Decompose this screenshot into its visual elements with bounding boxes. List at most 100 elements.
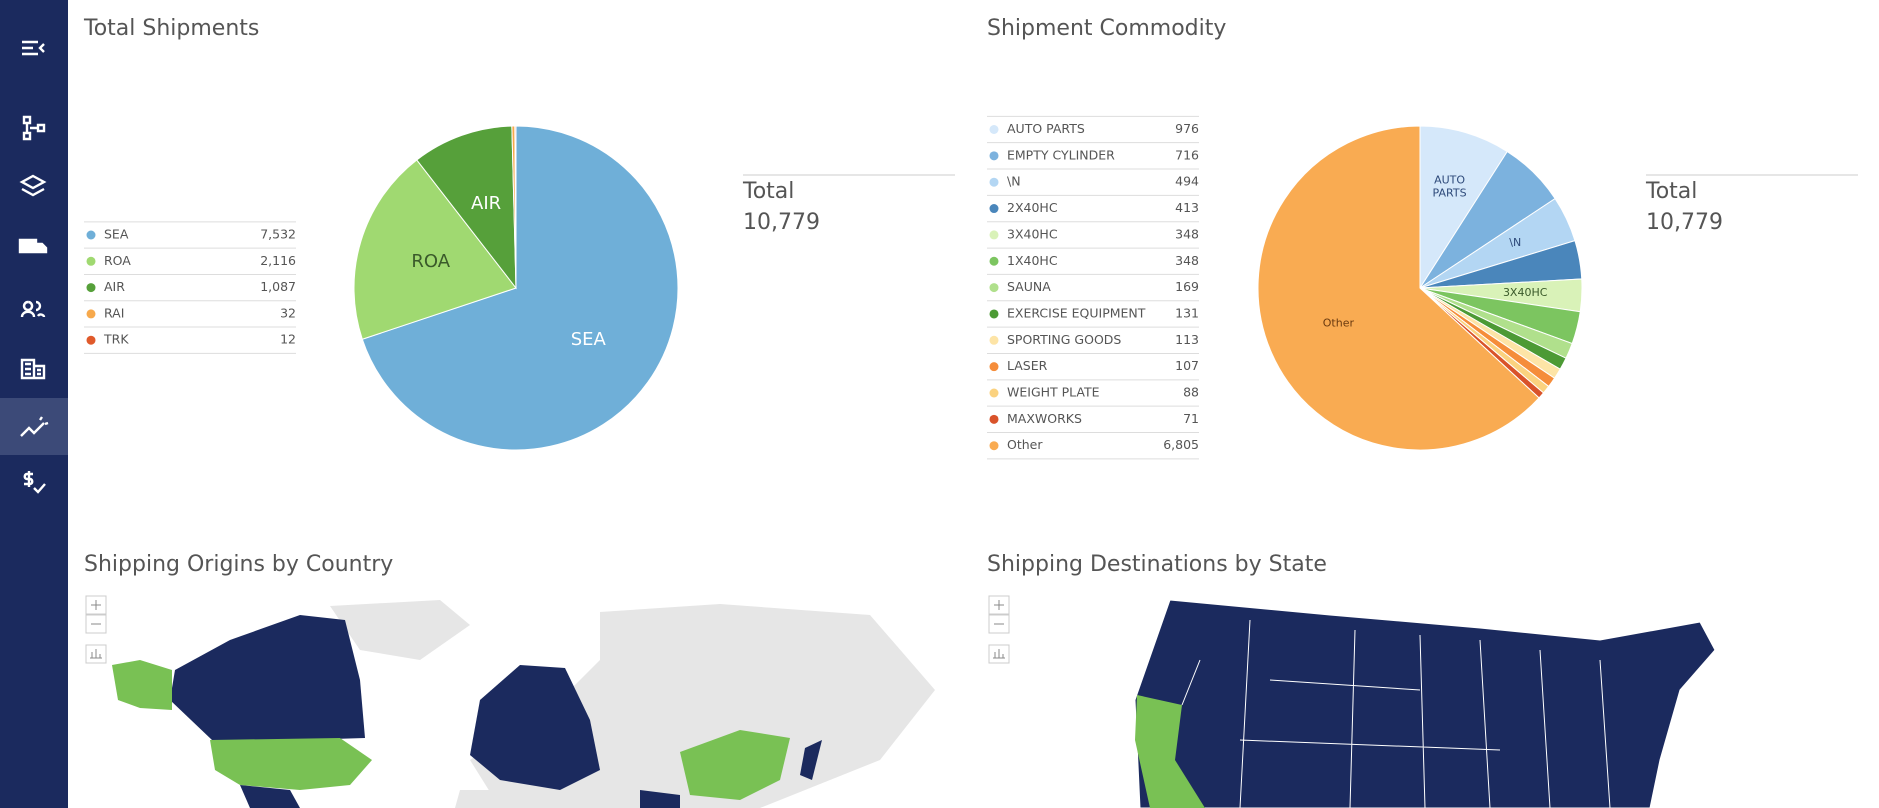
slice-label: SEA — [571, 329, 607, 350]
slice-label: Other — [1323, 317, 1355, 330]
legend-value: 494 — [1175, 174, 1199, 189]
legend-label: 3X40HC — [1007, 226, 1058, 241]
legend-label: Other — [1007, 437, 1043, 452]
slice-label: 3X40HC — [1503, 286, 1548, 299]
legend-swatch — [989, 309, 999, 319]
slice-label: ROA — [411, 251, 450, 272]
legend-swatch — [989, 362, 999, 372]
legend-value: 1,087 — [260, 279, 296, 294]
map-title: Shipping Destinations by State — [987, 552, 1327, 577]
panel-title: Shipment Commodity — [987, 16, 1226, 41]
nav-icons[interactable] — [18, 40, 49, 494]
hierarchy-icon[interactable] — [22, 115, 46, 141]
origins-map — [112, 600, 935, 808]
legend-label: EXERCISE EQUIPMENT — [1007, 305, 1146, 320]
legend-value: 131 — [1175, 305, 1199, 320]
total-value: 10,779 — [1646, 210, 1723, 235]
mexico — [240, 785, 300, 808]
truck-icon[interactable] — [18, 238, 48, 254]
slice-label: \N — [1509, 236, 1521, 249]
legend-label: WEIGHT PLATE — [1007, 385, 1100, 400]
legend-value: 2,116 — [260, 253, 296, 268]
legend-label: LASER — [1007, 358, 1048, 373]
total-value: 10,779 — [743, 210, 820, 235]
pie-slice — [353, 159, 517, 340]
panel-title: Total Shipments — [83, 16, 259, 41]
menu-icon[interactable] — [22, 40, 45, 56]
legend-swatch — [86, 230, 96, 240]
destinations-map — [1134, 599, 1716, 808]
europe — [470, 665, 600, 790]
legend-swatch — [989, 151, 999, 161]
state-borders — [1181, 619, 1611, 808]
legend-label: SAUNA — [1007, 279, 1051, 294]
legend-swatch — [989, 441, 999, 451]
slice-label: AIR — [471, 193, 501, 214]
legend-swatch — [989, 177, 999, 187]
land — [330, 600, 470, 660]
legend-label: RAI — [104, 305, 124, 320]
legend-value: 6,805 — [1163, 437, 1199, 452]
legend-swatch — [989, 125, 999, 134]
total-label: Total — [1645, 179, 1697, 204]
alaska — [112, 660, 172, 710]
analytics-icon[interactable] — [20, 416, 49, 437]
legend-value: 716 — [1175, 147, 1199, 162]
legend-swatch — [989, 283, 999, 293]
legend-value: 413 — [1175, 200, 1199, 215]
legend-value: 12 — [280, 332, 296, 347]
legend-swatch — [989, 414, 999, 424]
usa — [210, 738, 372, 790]
pie-slice — [416, 125, 517, 290]
legend-swatch — [989, 335, 999, 345]
legend-value: 169 — [1175, 279, 1199, 294]
legend-value: 7,532 — [260, 227, 296, 242]
canada — [170, 615, 365, 740]
land — [455, 790, 620, 808]
legend-label: SPORTING GOODS — [1007, 332, 1121, 347]
total-label: Total — [742, 179, 794, 204]
india — [640, 790, 680, 808]
active-nav — [0, 398, 68, 455]
legend-label: EMPTY CYLINDER — [1007, 147, 1115, 162]
pie-slice — [1257, 125, 1540, 451]
legend-label: 2X40HC — [1007, 200, 1058, 215]
legend-swatch — [86, 256, 96, 266]
legend-label: TRK — [103, 332, 129, 347]
people-icon[interactable] — [20, 300, 46, 318]
legend-value: 32 — [280, 305, 296, 320]
legend-value: 976 — [1175, 121, 1199, 136]
japan — [800, 740, 822, 780]
pie-slice — [361, 125, 679, 451]
california — [1135, 695, 1205, 808]
legend-label: SEA — [104, 227, 129, 242]
legend-swatch — [86, 335, 96, 345]
legend-value: 348 — [1175, 226, 1199, 241]
legend-label: ROA — [104, 253, 131, 268]
legend-swatch — [989, 388, 999, 398]
finance-icon[interactable] — [23, 471, 46, 494]
layers-icon[interactable] — [19, 174, 47, 197]
legend-label: AIR — [104, 279, 125, 294]
map-controls — [85, 595, 1010, 664]
legend-label: \N — [1007, 174, 1021, 189]
legend-swatch — [989, 204, 999, 214]
china — [680, 730, 790, 800]
map-title: Shipping Origins by Country — [84, 552, 393, 577]
legend-swatch — [989, 256, 999, 266]
legend-value: 71 — [1183, 411, 1199, 426]
building-icon[interactable] — [20, 358, 46, 380]
legend-swatch — [989, 230, 999, 240]
states — [1134, 599, 1716, 808]
legend-swatch — [86, 283, 96, 293]
legend-value: 88 — [1183, 385, 1199, 400]
legend-label: MAXWORKS — [1007, 411, 1082, 426]
pie-slice — [514, 125, 517, 289]
slice-label: AUTO PARTS — [1433, 173, 1467, 199]
legend-value: 113 — [1175, 332, 1199, 347]
pie-slice — [1419, 125, 1508, 290]
legend-label: AUTO PARTS — [1007, 121, 1085, 136]
legend-swatch — [86, 309, 96, 319]
legend-label: 1X40HC — [1007, 253, 1058, 268]
